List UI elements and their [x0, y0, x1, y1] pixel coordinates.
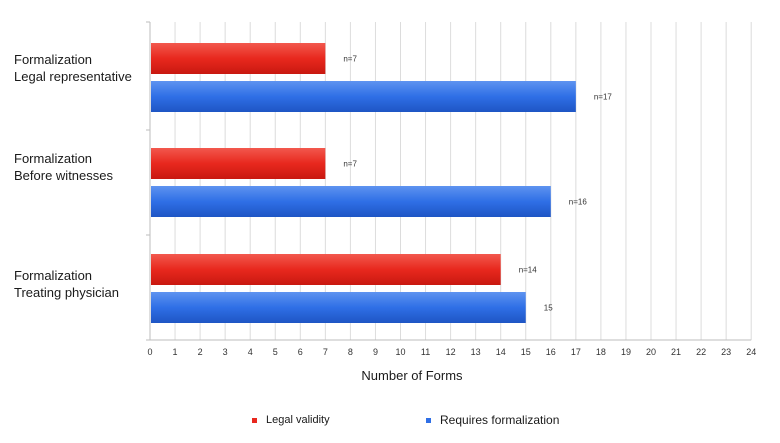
data-label: n=17 — [594, 93, 613, 102]
category-label-line: Before witnesses — [14, 168, 113, 183]
legend-item-requires-formalization: Requires formalization — [426, 413, 559, 427]
x-tick-label: 14 — [496, 347, 506, 357]
category-label-before-witnesses: Formalization Before witnesses — [14, 150, 154, 184]
x-tick-label: 8 — [348, 347, 353, 357]
x-tick-label: 22 — [696, 347, 706, 357]
x-tick-labels: 0 1 2 3 4 5 6 7 8 9 10 11 12 13 14 15 16 17 18 19 20 21 22 23 24 — [147, 347, 756, 357]
category-label-line: Formalization — [14, 52, 93, 67]
x-tick-label: 16 — [546, 347, 556, 357]
data-label: n=7 — [343, 55, 357, 64]
x-tick-label: 15 — [521, 347, 531, 357]
x-tick-label: 24 — [746, 347, 756, 357]
x-tick-label: 7 — [323, 347, 328, 357]
x-tick-label: 2 — [198, 347, 203, 357]
data-label: 15 — [544, 304, 553, 313]
bar-legal-validity — [151, 254, 501, 285]
legend-swatch-red — [252, 417, 257, 423]
bars: n=7 n=7 n=14 n=17 n=16 15 — [151, 43, 612, 323]
category-label-line: Formalization — [14, 151, 93, 166]
bar-requires-formalization — [151, 186, 551, 217]
x-tick-label: 19 — [621, 347, 631, 357]
axes — [146, 21, 752, 341]
x-tick-label: 18 — [596, 347, 606, 357]
category-label-treating-physician: Formalization Treating physician — [14, 267, 154, 301]
x-tick-label: 3 — [223, 347, 228, 357]
category-label-line: Legal representative — [14, 69, 132, 84]
legend-item-legal-validity: Legal validity — [252, 414, 330, 426]
x-tick-label: 23 — [721, 347, 731, 357]
x-axis-title: Number of Forms — [361, 368, 463, 383]
x-tick-label: 6 — [298, 347, 303, 357]
x-tick-label: 11 — [421, 347, 430, 357]
x-tick-label: 5 — [273, 347, 278, 357]
x-tick-label: 0 — [147, 347, 152, 357]
legend-label: Legal validity — [266, 414, 330, 426]
bar-requires-formalization — [151, 81, 576, 112]
legend-label: Requires formalization — [440, 413, 560, 427]
x-tick-label: 13 — [471, 347, 481, 357]
x-tick-label: 12 — [446, 347, 456, 357]
data-label: n=16 — [569, 198, 588, 207]
x-tick-label: 21 — [671, 347, 681, 357]
category-label-line: Treating physician — [14, 285, 120, 300]
legend-swatch-blue — [426, 417, 431, 423]
data-label: n=7 — [343, 160, 357, 169]
bar-legal-validity — [151, 148, 326, 179]
bar-legal-validity — [151, 43, 326, 74]
data-label: n=14 — [519, 266, 538, 275]
x-tick-label: 20 — [646, 347, 656, 357]
x-tick-label: 10 — [395, 347, 405, 357]
bar-requires-formalization — [151, 292, 526, 323]
category-label-line: Formalization — [14, 268, 93, 283]
grid-lines — [174, 22, 752, 340]
x-tick-label: 4 — [248, 347, 253, 357]
category-label-legal-representative: Formalization Legal representative — [14, 51, 154, 85]
x-tick-label: 1 — [173, 347, 178, 357]
x-tick-label: 17 — [571, 347, 581, 357]
x-tick-label: 9 — [373, 347, 378, 357]
